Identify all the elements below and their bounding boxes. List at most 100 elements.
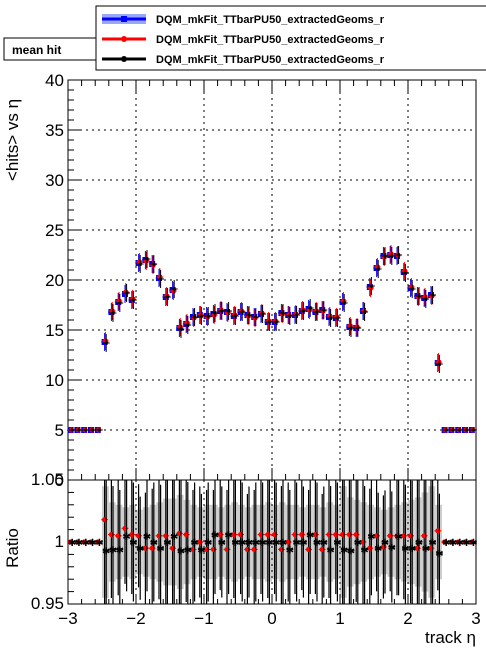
ratio-point-black: ✱ [136, 544, 144, 555]
ratio-band-bin [136, 509, 143, 575]
main-y-tick-label: 35 [45, 121, 64, 140]
ratio-point-black: ✱ [306, 531, 314, 542]
main-point-black [281, 311, 285, 315]
ratio-point-black: ✱ [422, 544, 430, 555]
main-point-black [342, 301, 346, 305]
ratio-point-black: ✱ [360, 545, 368, 556]
main-point-black [247, 313, 251, 317]
ratio-point-black: ✱ [367, 532, 375, 543]
legend: DQM_mkFit_TTbarPU50_extractedGeoms_r DQM… [95, 5, 486, 71]
legend-label-blue: DQM_mkFit_TTbarPU50_extractedGeoms_r [156, 14, 385, 26]
ratio-point-black: ✱ [394, 532, 402, 543]
ratio-y-tick-label: 0.95 [31, 594, 64, 613]
main-point-black [356, 326, 360, 330]
legend-black-marker [121, 56, 127, 62]
ratio-point-black: ✱ [245, 538, 253, 549]
main-point-black [186, 323, 190, 327]
main-point-black [308, 306, 312, 310]
main-point-black [104, 341, 108, 345]
main-point-black [199, 314, 203, 318]
ratio-point-black: ✱ [408, 544, 416, 555]
main-point-black [193, 315, 197, 319]
ratio-band-bin [115, 504, 123, 580]
ratio-point-black: ✱ [388, 543, 396, 554]
ratio-point-black: ✱ [177, 547, 185, 558]
main-point-black [227, 309, 231, 313]
ratio-point-black: ✱ [313, 538, 321, 549]
ratio-point-black: ✱ [122, 532, 130, 543]
ratio-series: ✱✱✱✱✱✱✱✱✱✱✱✱✱✱✱✱✱✱✱✱✱✱✱✱✱✱✱✱✱✱✱✱✱✱✱✱✱✱✱✱… [67, 480, 478, 604]
main-point-black [165, 295, 169, 299]
main-point-black [363, 310, 367, 314]
main-point-black [431, 293, 435, 297]
main-point-black [84, 428, 88, 432]
ratio-band-bin [374, 507, 381, 577]
ratio-point-black: ✱ [252, 538, 260, 549]
ratio-x-tick-label: 1 [335, 609, 344, 628]
main-point-black [295, 313, 299, 317]
ratio-point-black: ✱ [129, 538, 137, 549]
ratio-point-black: ✱ [238, 538, 246, 549]
ratio-point-black: ✱ [374, 544, 382, 555]
ratio-point-black: ✱ [354, 538, 362, 549]
main-point-black [267, 320, 271, 324]
ratio-point-black: ✱ [231, 538, 239, 549]
ratio-band-bin [108, 502, 116, 582]
ratio-band-bin [346, 497, 354, 587]
ratio-point-black: ✱ [224, 531, 232, 542]
main-point-black [376, 267, 380, 271]
main-point-black [125, 291, 129, 295]
main-point-black [261, 312, 265, 316]
ratio-point-black: ✱ [143, 532, 151, 543]
main-series [67, 245, 477, 433]
ratio-band-bin [394, 504, 402, 580]
ratio-point-black: ✱ [279, 538, 287, 549]
ratio-band-bin [401, 502, 408, 582]
ratio-point-black: ✱ [184, 545, 192, 556]
legend-entry-blue: DQM_mkFit_TTbarPU50_extractedGeoms_r [102, 14, 385, 26]
ratio-point-black: ✱ [211, 531, 219, 542]
ratio-point-black: ✱ [88, 538, 96, 549]
main-point-black [254, 315, 258, 319]
main-point-black [444, 428, 448, 432]
main-point-black [220, 309, 224, 313]
main-point-black [437, 362, 441, 366]
main-point-black [329, 316, 333, 320]
ratio-band-bin [306, 504, 313, 580]
main-y-axis-label: <hits> vs η [3, 99, 22, 181]
x-axis-label: track η [425, 628, 476, 647]
main-y-tick-label: 15 [45, 321, 64, 340]
ratio-point-black: ✱ [204, 538, 212, 549]
main-grid [68, 80, 476, 480]
ratio-point-black: ✱ [381, 538, 389, 549]
chart-title: mean hit [12, 43, 61, 57]
ratio-point-black: ✱ [286, 545, 294, 556]
main-y-tick-label: 0 [55, 471, 64, 490]
ratio-point-black: ✱ [469, 538, 477, 549]
ratio-point-black: ✱ [292, 538, 300, 549]
ratio-point-black: ✱ [415, 538, 423, 549]
ratio-x-tick-label: −2 [126, 609, 145, 628]
main-point-black [138, 262, 142, 266]
main-point-black [118, 301, 122, 305]
main-point-black [335, 316, 339, 320]
main-y-tick-label: 25 [45, 221, 64, 240]
main-point-black [70, 428, 74, 432]
ratio-point-black: ✱ [272, 538, 280, 549]
main-point-black [390, 254, 394, 258]
ratio-band-bin [340, 486, 347, 598]
ratio-band-bin [367, 504, 374, 580]
main-point-black [369, 284, 373, 288]
legend-blue-marker [121, 16, 127, 22]
ratio-point-black: ✱ [82, 538, 90, 549]
legend-entry-red: DQM_mkFit_TTbarPU50_extractedGeoms_r [102, 34, 385, 46]
ratio-band-bin [326, 502, 334, 582]
ratio-point-black: ✱ [109, 545, 117, 556]
main-y-tick-label: 10 [45, 371, 64, 390]
ratio-point-black: ✱ [218, 538, 226, 549]
ratio-band-bin [156, 502, 164, 582]
main-point-black [179, 327, 183, 331]
main-point-black [152, 262, 156, 266]
ratio-point-black: ✱ [401, 544, 409, 555]
